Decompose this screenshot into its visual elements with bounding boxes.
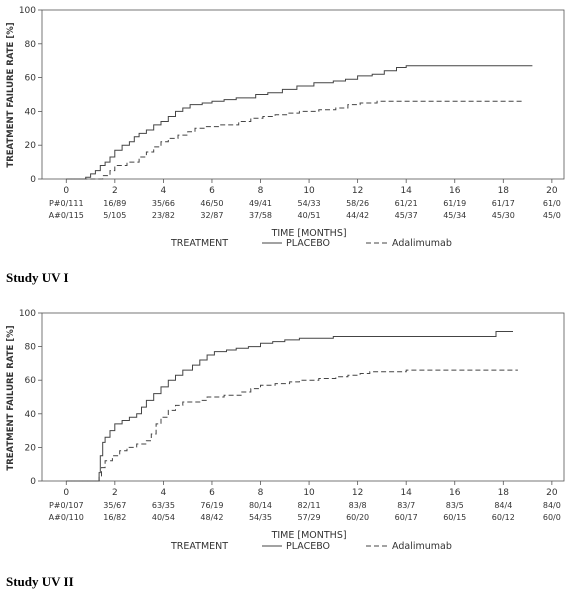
x-axis-label: TIME [MONTHS] bbox=[271, 530, 347, 541]
x-axis-label: TIME [MONTHS] bbox=[271, 228, 347, 239]
x-tick-label: 2 bbox=[112, 186, 118, 196]
series-line-adalimumab bbox=[66, 369, 518, 482]
y-tick-label: 60 bbox=[25, 74, 37, 84]
risk-table-cell: 49/41 bbox=[249, 199, 272, 208]
legend-title: TREATMENT bbox=[170, 541, 228, 552]
x-tick-label: 18 bbox=[498, 488, 510, 498]
risk-row-label: P#0/111 bbox=[49, 199, 84, 208]
risk-table-cell: 40/51 bbox=[298, 211, 321, 220]
risk-table-cell: 61/21 bbox=[395, 199, 418, 208]
risk-table-cell: 35/66 bbox=[152, 199, 175, 208]
x-tick-label: 16 bbox=[449, 186, 461, 196]
x-tick-label: 12 bbox=[352, 186, 363, 196]
y-tick-label: 100 bbox=[19, 6, 36, 16]
risk-table-cell: 45/37 bbox=[395, 211, 418, 220]
x-tick-label: 20 bbox=[546, 186, 558, 196]
risk-table-cell: 16/82 bbox=[103, 513, 126, 522]
risk-table-cell: 37/58 bbox=[249, 211, 272, 220]
risk-table-cell: 54/35 bbox=[249, 513, 272, 522]
risk-table-cell: 40/54 bbox=[152, 513, 175, 522]
risk-table-cell: 63/35 bbox=[152, 501, 175, 510]
risk-table-cell: 54/33 bbox=[298, 199, 321, 208]
y-tick-label: 40 bbox=[25, 410, 37, 420]
series-line-placebo bbox=[66, 331, 513, 482]
risk-table-cell: 57/29 bbox=[298, 513, 321, 522]
x-tick-label: 8 bbox=[258, 488, 264, 498]
y-tick-label: 20 bbox=[25, 443, 37, 453]
risk-table-cell: 76/19 bbox=[200, 501, 223, 510]
risk-row-label: A#0/110 bbox=[49, 513, 84, 522]
risk-table-cell: 60/17 bbox=[395, 513, 418, 522]
x-tick-label: 4 bbox=[161, 186, 167, 196]
chart-panel-2: 0 20 40 60 80 100 0 2 4 6 8 10 12 14 16 18 20 TREATMENT F… bbox=[6, 309, 565, 589]
y-tick-label: 80 bbox=[25, 40, 37, 50]
risk-table-cell: 61/19 bbox=[443, 199, 466, 208]
risk-table-cell: 45/34 bbox=[443, 211, 466, 220]
x-tick-label: 2 bbox=[112, 488, 118, 498]
plot-frame bbox=[41, 312, 565, 482]
series-line-adalimumab bbox=[66, 100, 523, 180]
y-axis-label: TREATMENT FAILURE RATE [%] bbox=[6, 22, 16, 167]
x-tick-label: 14 bbox=[400, 186, 412, 196]
legend-label-placebo: PLACEBO bbox=[286, 541, 330, 552]
y-axis-label: TREATMENT FAILURE RATE [%] bbox=[6, 325, 16, 470]
x-tick-label: 4 bbox=[161, 488, 167, 498]
x-tick-label: 20 bbox=[546, 488, 558, 498]
x-tick-label: 8 bbox=[258, 186, 264, 196]
x-tick-label: 6 bbox=[209, 488, 215, 498]
legend-label-adalimumab: Adalimumab bbox=[392, 541, 452, 552]
chart-panel-1: 0 20 40 60 80 100 0 2 4 6 8 10 12 14 16 18 20 TREATMENT F… bbox=[6, 6, 565, 285]
risk-table-cell: 80/14 bbox=[249, 501, 272, 510]
y-tick-label: 100 bbox=[19, 309, 36, 319]
risk-table-cell: 61/0 bbox=[543, 199, 561, 208]
study-caption: Study UV I bbox=[6, 270, 69, 285]
risk-row-label: P#0/107 bbox=[49, 501, 84, 510]
x-tick-label: 14 bbox=[400, 488, 412, 498]
risk-table-cell: 44/42 bbox=[346, 211, 369, 220]
risk-table-cell: 16/89 bbox=[103, 199, 126, 208]
legend-label-adalimumab: Adalimumab bbox=[392, 238, 452, 249]
risk-table-cell: 82/11 bbox=[298, 501, 321, 510]
risk-table-cell: 60/0 bbox=[543, 513, 561, 522]
risk-table-cell: 32/87 bbox=[200, 211, 223, 220]
risk-table-cell: 83/8 bbox=[349, 501, 367, 510]
x-tick-label: 10 bbox=[303, 488, 315, 498]
study-caption: Study UV II bbox=[6, 574, 74, 589]
risk-row-label: A#0/115 bbox=[49, 211, 84, 220]
risk-table-cell: 48/42 bbox=[200, 513, 223, 522]
risk-table-cell: 84/4 bbox=[494, 501, 512, 510]
x-tick-label: 18 bbox=[498, 186, 510, 196]
x-tick-label: 10 bbox=[303, 186, 315, 196]
y-tick-label: 0 bbox=[30, 477, 36, 487]
risk-table-cell: 83/7 bbox=[397, 501, 415, 510]
risk-table-cell: 45/0 bbox=[543, 211, 561, 220]
y-tick-label: 0 bbox=[30, 175, 36, 185]
y-tick-label: 60 bbox=[25, 376, 37, 386]
x-tick-label: 16 bbox=[449, 488, 461, 498]
x-tick-label: 0 bbox=[63, 186, 69, 196]
risk-table-cell: 23/82 bbox=[152, 211, 175, 220]
risk-table-cell: 35/67 bbox=[103, 501, 126, 510]
risk-table-cell: 45/30 bbox=[492, 211, 515, 220]
series-line-placebo bbox=[66, 65, 533, 180]
risk-table-cell: 60/20 bbox=[346, 513, 369, 522]
plot-frame bbox=[41, 9, 565, 180]
risk-table-cell: 5/105 bbox=[103, 211, 126, 220]
x-tick-label: 6 bbox=[209, 186, 215, 196]
risk-table-cell: 60/12 bbox=[492, 513, 515, 522]
risk-table-cell: 46/50 bbox=[200, 199, 223, 208]
y-tick-label: 40 bbox=[25, 107, 37, 117]
x-tick-label: 12 bbox=[352, 488, 363, 498]
risk-table-cell: 83/5 bbox=[446, 501, 464, 510]
risk-table-cell: 58/26 bbox=[346, 199, 369, 208]
risk-table-cell: 84/0 bbox=[543, 501, 561, 510]
x-tick-label: 0 bbox=[63, 488, 69, 498]
legend-label-placebo: PLACEBO bbox=[286, 238, 330, 249]
risk-table-cell: 61/17 bbox=[492, 199, 515, 208]
y-tick-label: 20 bbox=[25, 141, 37, 151]
legend-title: TREATMENT bbox=[170, 238, 228, 249]
risk-table-cell: 60/15 bbox=[443, 513, 466, 522]
y-tick-label: 80 bbox=[25, 343, 37, 353]
